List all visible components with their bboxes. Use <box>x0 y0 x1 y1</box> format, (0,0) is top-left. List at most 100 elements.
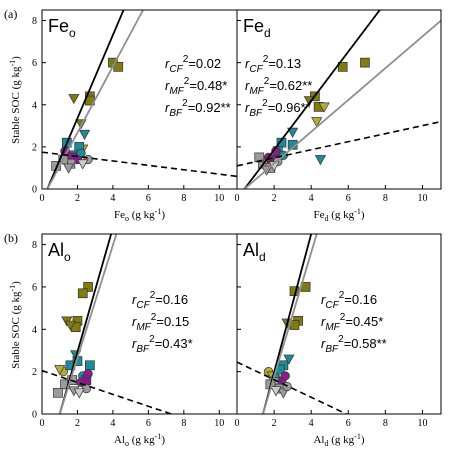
regression-line-gray <box>46 10 144 189</box>
data-point <box>83 369 93 379</box>
y-tick-label: 4 <box>32 100 37 111</box>
panel-fed: 0 2 4 6 8 10 Fed rCF2=0.13rMF2=0.62**rBF2=0.96*… <box>235 9 442 223</box>
x-tick-label: 8 <box>383 418 388 429</box>
stat-annotation: rMF2=0.45* <box>321 312 383 333</box>
row-label-b: (b) <box>4 231 18 245</box>
regression-line-gray <box>262 234 318 414</box>
data-point <box>337 62 348 72</box>
data-point <box>254 152 265 163</box>
data-point <box>287 127 299 138</box>
y-tick-label: 0 <box>32 185 37 196</box>
plot-frame <box>236 9 442 190</box>
data-point <box>62 163 75 174</box>
y-axis-label-bottom: Stable SOC (g kg-1) <box>8 281 22 369</box>
row-label-a: (a) <box>4 7 17 21</box>
stat-annotation: rMF2=0.62** <box>245 76 312 97</box>
x-tick-label: 6 <box>146 418 151 429</box>
regression-lines <box>237 10 441 189</box>
data-point <box>270 386 282 397</box>
panel-title: Ald <box>243 240 266 264</box>
stat-annotation: rCF2=0.02 <box>165 54 221 75</box>
x-axis-label: Alo (g kg-1) <box>114 432 165 448</box>
x-tick-label: 8 <box>181 193 186 204</box>
data-point <box>54 365 66 376</box>
data-point <box>314 155 327 166</box>
data-point <box>283 354 295 365</box>
x-axis-label: Feo (g kg-1) <box>114 207 165 223</box>
x-axis-label: Fed (g kg-1) <box>313 207 364 223</box>
x-tick-label: 2 <box>75 418 80 429</box>
points-group <box>53 282 95 399</box>
x-tick-label: 4 <box>309 418 314 429</box>
stat-annotation: rBF2=0.43* <box>132 334 193 355</box>
x-tick-label: 10 <box>417 193 427 204</box>
regression-lines <box>237 234 347 414</box>
regression-line-dashed <box>42 369 172 414</box>
data-point <box>360 57 370 68</box>
x-tick-label: 0 <box>235 418 240 429</box>
stat-annotation: rMF2=0.15 <box>132 312 189 333</box>
y-tick-label: 6 <box>32 58 37 69</box>
x-tick-label: 0 <box>40 193 45 204</box>
data-point <box>318 102 330 113</box>
panel-alo: 0 2 4 6 8 10 0 2 4 6 8 Alo rCF2=0.16rMF2=0.15rBF2=0.… <box>32 233 238 448</box>
y-tick-label: 2 <box>32 367 37 378</box>
x-tick-label: 2 <box>272 418 277 429</box>
data-point <box>85 360 95 371</box>
y-tick-label: 8 <box>32 16 37 27</box>
x-tick-label: 6 <box>346 193 351 204</box>
x-tick-label: 4 <box>110 193 115 204</box>
stat-annotation: rBF2=0.92** <box>165 98 231 119</box>
y-tick-label: 6 <box>32 282 37 293</box>
y-tick-label: 0 <box>32 410 37 421</box>
plot-frame <box>236 233 442 415</box>
x-tick-label: 8 <box>181 418 186 429</box>
panel-title: Alo <box>48 240 71 264</box>
regression-line-dashed <box>237 120 441 167</box>
panel-title: Fed <box>243 16 271 40</box>
data-point <box>73 388 85 399</box>
stat-annotation: rBF2=0.96** <box>245 98 311 119</box>
data-point <box>78 129 91 140</box>
y-axis-label-top: Stable SOC (g kg-1) <box>8 56 22 144</box>
regression-line-dashed <box>42 151 237 178</box>
stat-annotation: rCF2=0.13 <box>245 54 301 75</box>
regression-lines <box>42 10 237 189</box>
x-tick-label: 4 <box>309 193 314 204</box>
data-point <box>64 320 76 331</box>
points-group <box>254 57 370 176</box>
regression-lines <box>42 234 172 414</box>
x-tick-label: 8 <box>383 193 388 204</box>
regression-line-gray <box>58 234 118 414</box>
points-group <box>263 282 311 399</box>
y-tick-label: 8 <box>32 240 37 251</box>
stat-annotation: rMF2=0.48* <box>165 76 227 97</box>
data-point <box>83 282 93 292</box>
regression-line-dashed <box>237 361 347 414</box>
y-tick-label: 2 <box>32 142 37 153</box>
x-tick-label: 2 <box>75 193 80 204</box>
panel-feo: 0 2 4 6 8 10 0 2 4 6 8 Feo rCF2=0.02rMF2=0.48*rBF2=0… <box>32 9 238 223</box>
data-point <box>113 62 124 72</box>
x-tick-label: 2 <box>272 193 277 204</box>
regression-line-black <box>46 10 125 189</box>
x-tick-label: 4 <box>110 418 115 429</box>
panel-ald: 0 2 4 6 8 10 Ald rCF2=0.16rMF2=0.45*rBF2=0.58**… <box>235 233 442 448</box>
x-tick-label: 6 <box>346 418 351 429</box>
data-point <box>77 159 89 170</box>
data-point <box>53 387 63 398</box>
data-point <box>77 288 88 299</box>
x-tick-label: 0 <box>235 193 240 204</box>
data-point <box>311 117 323 128</box>
regression-line-gray <box>243 19 441 189</box>
x-tick-label: 10 <box>214 193 224 204</box>
stat-annotation: rBF2=0.58** <box>321 334 387 355</box>
y-tick-label: 4 <box>32 325 37 336</box>
x-tick-label: 10 <box>417 418 427 429</box>
x-tick-label: 10 <box>214 418 224 429</box>
data-point <box>280 371 290 381</box>
stat-annotation: rCF2=0.16 <box>132 290 188 311</box>
x-tick-label: 0 <box>40 418 45 429</box>
data-point <box>68 94 80 105</box>
